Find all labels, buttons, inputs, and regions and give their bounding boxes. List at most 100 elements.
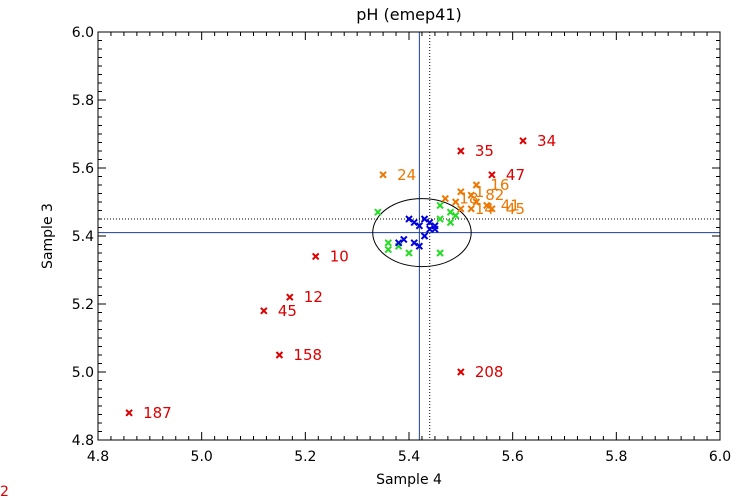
point-stroke [436, 201, 444, 210]
point-stroke [431, 225, 439, 233]
point-stroke [436, 249, 444, 257]
point-stroke [394, 239, 403, 247]
point-blue [415, 222, 424, 230]
point-red [260, 307, 268, 315]
point-stroke [519, 137, 527, 145]
data-points [125, 137, 527, 417]
point-green [446, 208, 455, 216]
point-stroke [415, 242, 424, 250]
point-label-orange: 16 [490, 176, 509, 194]
point-green [405, 249, 413, 257]
point-label-orange: 18 [459, 190, 478, 208]
y-tick-label: 5.6 [72, 161, 94, 177]
x-axis-title: Sample 4 [376, 472, 442, 488]
point-green [451, 211, 460, 220]
y-tick-label: 4.8 [72, 433, 94, 449]
point-stroke [379, 171, 387, 179]
point-blue [410, 218, 418, 227]
axes: 4.8 5.0 5.2 5.4 5.6 5.8 6.0 4.8 5.0 5.2 5.4 5.6 5.8 6… [72, 25, 731, 465]
point-green [374, 208, 382, 216]
x-tick-label: 6.0 [709, 449, 731, 465]
point-stroke [446, 218, 455, 227]
point-red [125, 409, 133, 417]
point-blue [394, 239, 403, 247]
point-blue [431, 225, 439, 233]
point-label-red: 35 [475, 142, 494, 160]
point-label-red: 158 [293, 346, 322, 364]
point-stroke [410, 239, 418, 247]
y-tick-label: 5.0 [72, 365, 94, 381]
point-red [488, 171, 496, 179]
point-label-orange: 1 [475, 183, 485, 201]
confidence-ellipse [372, 198, 472, 268]
point-label-orange: 45 [506, 200, 525, 218]
x-tick-label: 5.6 [502, 449, 524, 465]
point-label-red: 47 [506, 166, 525, 184]
x-tick-label: 5.2 [294, 449, 316, 465]
x-tick-label: 4.8 [87, 449, 109, 465]
point-stroke [457, 368, 465, 376]
point-label-orange: 24 [397, 166, 416, 184]
point-stroke [436, 215, 444, 223]
x-tick-label: 5.8 [605, 449, 627, 465]
point-orange [451, 198, 460, 206]
point-blue [415, 242, 424, 250]
point-orange [441, 194, 449, 203]
y-tick-label: 5.8 [72, 93, 94, 109]
point-stroke [384, 239, 392, 247]
point-stroke [374, 208, 382, 216]
point-blue [400, 235, 408, 244]
confidence-ellipse-layer [372, 198, 472, 268]
point-orange [472, 198, 481, 206]
point-stroke [467, 205, 475, 213]
point-red [311, 252, 320, 261]
point-label-red: 45 [278, 302, 297, 320]
point-stroke [457, 205, 465, 213]
point-orange [457, 205, 465, 213]
point-label-red: 187 [143, 404, 172, 422]
point-stroke [260, 307, 268, 315]
point-red [457, 368, 465, 376]
point-orange [472, 181, 481, 189]
x-tick-label: 5.4 [398, 449, 420, 465]
point-stroke [488, 171, 496, 179]
point-label-red: 208 [475, 363, 504, 381]
y-tick-label: 5.2 [72, 297, 94, 313]
point-orange [488, 205, 496, 213]
point-label-red: 12 [304, 288, 323, 306]
point-blue [410, 239, 418, 247]
point-orange [457, 188, 465, 196]
point-green [384, 245, 392, 254]
point-stroke [384, 245, 392, 254]
point-green [446, 218, 455, 227]
point-red [286, 293, 294, 301]
point-stroke [441, 194, 449, 203]
corner-label: 2 [0, 484, 9, 500]
point-stroke [483, 201, 491, 210]
chart-title: pH (emep41) [356, 5, 462, 24]
point-stroke [472, 181, 481, 189]
point-stroke [400, 235, 408, 244]
point-stroke [420, 215, 429, 223]
y-axis-title: Sample 3 [40, 203, 56, 269]
point-stroke [426, 218, 434, 227]
point-label-orange: 82 [485, 186, 504, 204]
point-stroke [405, 215, 413, 223]
point-stroke [420, 232, 429, 240]
point-green [436, 215, 444, 223]
point-stroke [472, 198, 481, 206]
point-stroke [451, 211, 460, 220]
point-green [436, 201, 444, 210]
point-red [457, 147, 465, 155]
point-stroke [311, 252, 320, 261]
point-blue [420, 215, 429, 223]
point-red [519, 137, 527, 145]
y-tick-label: 5.4 [72, 229, 94, 245]
reference-lines [98, 32, 720, 440]
point-stroke [125, 409, 133, 417]
point-green [384, 239, 392, 247]
point-orange [379, 171, 387, 179]
point-orange [467, 205, 475, 213]
